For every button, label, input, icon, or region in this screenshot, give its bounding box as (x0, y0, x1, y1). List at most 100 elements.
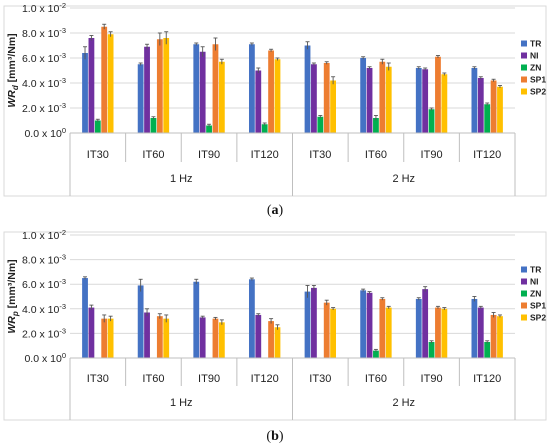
bar-zn (206, 125, 212, 133)
bar-tr (415, 68, 422, 133)
category-label: IT60 (365, 149, 387, 161)
bar-sp1 (379, 298, 386, 358)
bar-sp2 (274, 59, 281, 133)
bar-sp2 (330, 308, 337, 358)
bar-tr (193, 281, 200, 358)
y-tick-label: 6.0 x 10-3 (22, 51, 66, 65)
bar-sp1 (435, 56, 441, 133)
legend-label: NI (530, 277, 539, 287)
chart-panel-a: 0.0 x 100 2.0 x 10-3 4.0 x 10-3 6.0 x 10-3 8… (3, 1, 547, 197)
category-label: IT90 (198, 373, 220, 385)
legend-swatch (521, 88, 527, 95)
bar-ni (366, 68, 373, 133)
y-tick-label: 2.0 x 10-3 (22, 101, 66, 115)
bar-sp1 (212, 44, 219, 133)
bar-sp1 (490, 80, 497, 133)
bar-sp2 (385, 66, 392, 133)
group-label: 1 Hz (170, 173, 193, 185)
legend-swatch (521, 64, 527, 71)
bar-sp2 (218, 322, 225, 358)
y-tick-label: 0.0 x 100 (24, 351, 66, 365)
y-axis-label: WRp [mm³/Nm] (6, 259, 20, 333)
y-tick-label: 4.0 x 10-3 (22, 302, 66, 316)
bar-tr (137, 285, 144, 358)
legend-label: SP2 (530, 87, 546, 97)
legend-swatch (521, 278, 527, 285)
bar-sp2 (497, 86, 503, 133)
bar-ni (88, 307, 95, 358)
y-tick-label: 2.0 x 10-3 (22, 326, 66, 340)
legend-swatch (521, 76, 527, 83)
bar-sp2 (163, 318, 170, 358)
legend-swatch (521, 40, 527, 47)
bar-zn (428, 109, 435, 133)
legend-label: ZN (530, 289, 541, 299)
y-tick-label: 4.0 x 10-3 (22, 76, 66, 90)
bar-sp1 (379, 61, 386, 133)
category-label: IT30 (309, 373, 331, 385)
legend-label: SP1 (530, 75, 546, 85)
bar-tr (415, 298, 422, 358)
bar-sp1 (101, 318, 108, 358)
bar-zn (94, 120, 101, 133)
chart-panel-b: 0.0 x 100 2.0 x 10-3 4.0 x 10-3 6.0 x 10-3 8… (3, 228, 547, 421)
bar-tr (82, 278, 88, 358)
legend-swatch (521, 314, 527, 321)
group-label: 2 Hz (392, 397, 415, 409)
bar-sp1 (323, 63, 330, 133)
group-label: 1 Hz (170, 397, 193, 409)
panel-a-caption: (a) (267, 203, 284, 218)
legend-swatch (521, 266, 527, 273)
bar-sp1 (435, 307, 441, 358)
bar-ni (366, 292, 373, 358)
category-label: IT120 (251, 149, 279, 161)
bar-sp1 (101, 26, 108, 133)
legend-swatch (521, 52, 527, 59)
bar-tr (248, 279, 255, 358)
y-tick-label: 8.0 x 10-3 (22, 253, 66, 267)
y-tick-label: 8.0 x 10-3 (22, 26, 66, 40)
bar-ni (144, 46, 150, 133)
category-label: IT90 (198, 149, 220, 161)
bar-tr (304, 291, 311, 358)
y-tick-label: 1.0 x 10-2 (22, 228, 66, 242)
bar-zn (373, 118, 379, 133)
bar-ni (311, 64, 317, 133)
category-label: IT30 (87, 149, 109, 161)
y-axis-label: WRd [mm³/Nm] (6, 33, 20, 107)
bar-zn (150, 118, 157, 133)
bar-sp2 (107, 318, 114, 358)
bar-sp2 (497, 316, 503, 358)
bar-zn (261, 124, 268, 133)
bar-tr (248, 44, 255, 133)
bar-sp2 (218, 61, 225, 133)
bar-ni (311, 287, 317, 358)
bar-sp2 (163, 38, 170, 133)
bar-zn (317, 116, 324, 133)
category-label: IT120 (473, 149, 501, 161)
bar-tr (471, 298, 478, 358)
category-label: IT60 (142, 373, 164, 385)
bar-zn (428, 342, 435, 358)
bar-ni (422, 289, 429, 358)
y-tick-label: 0.0 x 100 (24, 126, 66, 140)
bar-sp2 (330, 80, 337, 133)
bar-tr (82, 53, 88, 133)
category-label: IT90 (421, 149, 443, 161)
legend-label: SP2 (530, 313, 546, 323)
bar-zn (484, 104, 491, 133)
category-label: IT120 (473, 373, 501, 385)
legend-label: ZN (530, 63, 541, 73)
legend-swatch (521, 290, 527, 297)
category-label: IT60 (365, 373, 387, 385)
bar-sp1 (490, 314, 497, 358)
category-label: IT60 (142, 149, 164, 161)
bar-zn (484, 342, 491, 358)
bar-sp1 (268, 50, 274, 133)
group-label: 2 Hz (392, 173, 415, 185)
category-label: IT90 (421, 373, 443, 385)
bar-ni (144, 312, 150, 358)
bar-sp2 (441, 74, 448, 133)
bar-tr (360, 290, 367, 358)
